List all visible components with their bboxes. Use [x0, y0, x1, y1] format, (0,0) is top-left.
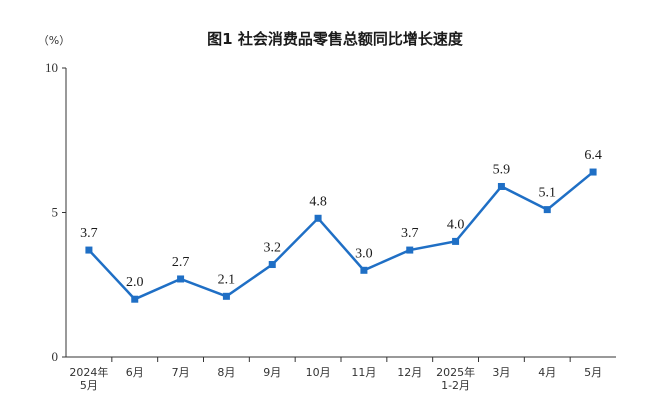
data-label: 4.8: [309, 194, 327, 209]
data-label: 5.9: [493, 162, 511, 177]
y-unit-label: （%）: [38, 34, 70, 47]
y-tick-label: 5: [52, 205, 59, 220]
data-point: [589, 168, 597, 176]
y-tick-label: 0: [52, 349, 59, 364]
x-tick-label: 4月: [538, 366, 556, 379]
x-tick-label: 2025年: [436, 365, 475, 379]
data-label: 6.4: [584, 148, 602, 163]
x-tick-label: 1-2月: [441, 379, 470, 392]
x-tick-label: 3月: [492, 366, 510, 379]
data-label: 3.0: [355, 246, 373, 261]
data-label: 2.1: [218, 272, 236, 287]
x-tick-label: 12月: [397, 366, 422, 379]
data-label: 3.7: [401, 226, 419, 241]
data-point: [543, 206, 551, 214]
y-axis-ticks: 0 5 10: [45, 60, 66, 364]
series-line: [88, 171, 594, 301]
data-point: [131, 295, 139, 303]
data-point: [406, 246, 414, 254]
data-label: 3.2: [264, 241, 282, 256]
x-tick-label: 6月: [126, 366, 144, 379]
data-point: [314, 214, 322, 222]
x-tick-label: 5月: [584, 366, 602, 379]
x-tick-label: 9月: [263, 366, 281, 379]
x-tick-label: 11月: [351, 366, 376, 379]
data-point: [452, 237, 460, 245]
x-tick-label: 10月: [306, 366, 331, 379]
x-tick-label: 5月: [80, 379, 98, 392]
x-tick-label: 2024年: [69, 365, 108, 379]
data-labels: 3.7 2.0 2.7 2.1 3.2 4.8 3.0 3.7 4.0 5.9 5.1 6.4: [80, 148, 602, 290]
data-point: [222, 292, 230, 300]
data-label: 2.0: [126, 275, 144, 290]
data-point: [177, 275, 185, 283]
data-label: 3.7: [80, 226, 98, 241]
data-series: [85, 168, 597, 303]
data-point: [85, 246, 93, 254]
chart-title: 图1 社会消费品零售总额同比增长速度: [207, 30, 464, 48]
axes: [65, 68, 616, 362]
data-point: [268, 261, 276, 269]
data-label: 4.0: [447, 217, 465, 232]
data-point: [360, 266, 368, 274]
x-tick-label: 7月: [172, 366, 190, 379]
y-tick-label: 10: [45, 60, 58, 75]
x-tick-label: 8月: [217, 366, 235, 379]
data-point: [497, 182, 505, 190]
data-label: 2.7: [172, 255, 190, 270]
data-label: 5.1: [539, 186, 557, 201]
